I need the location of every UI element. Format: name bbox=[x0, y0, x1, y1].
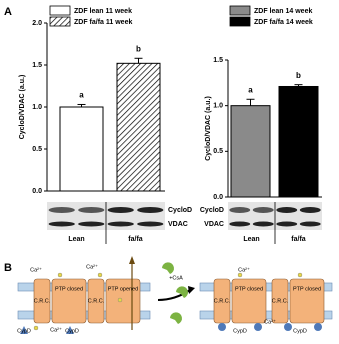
bar bbox=[59, 106, 104, 192]
bar bbox=[116, 62, 161, 192]
legend-label: ZDF fa/fa 11 week bbox=[74, 19, 132, 26]
diagram-label: Ca²⁺ bbox=[238, 266, 250, 273]
y-tick-label: 0.5 bbox=[32, 146, 42, 153]
blot-band bbox=[107, 207, 134, 213]
diagram-label: CypD bbox=[17, 328, 31, 334]
diagram-label: C.R.C. bbox=[34, 298, 51, 304]
diagram-label: PTP closed bbox=[293, 286, 321, 292]
y-axis-label: CycloD/VDAC (a.u.) bbox=[19, 75, 26, 140]
blot-band bbox=[78, 221, 105, 227]
blot-band bbox=[78, 207, 105, 213]
diagram-label: CypD bbox=[293, 328, 307, 334]
legend-label: ZDF lean 11 week bbox=[74, 8, 132, 15]
blot-group-label: Lean bbox=[243, 236, 259, 243]
blot-band bbox=[252, 207, 274, 213]
blot-group-label: Lean bbox=[68, 236, 84, 243]
blot-band bbox=[48, 221, 75, 227]
y-tick-label: 1.5 bbox=[32, 62, 42, 69]
blot-row-label: CycloD bbox=[200, 207, 224, 214]
blot-band bbox=[229, 207, 251, 213]
diagram-label: C.R.C. bbox=[214, 298, 231, 304]
y-tick-label: 0.0 bbox=[213, 194, 223, 201]
legend-label: ZDF fa/fa 14 week bbox=[254, 19, 313, 26]
diagram-label: Ca²⁺ bbox=[86, 263, 98, 270]
panel-label: A bbox=[4, 6, 12, 18]
y-axis-label: CycloD/VDAC (a.u.) bbox=[205, 96, 212, 161]
blot-band bbox=[276, 207, 298, 213]
y-tick-label: 0.5 bbox=[213, 148, 223, 155]
bar bbox=[230, 105, 271, 198]
diagram-label: Ca²⁺ bbox=[50, 326, 62, 333]
legend-swatch bbox=[229, 5, 251, 16]
legend-swatch bbox=[49, 5, 71, 16]
y-tick-label: 1.0 bbox=[213, 103, 223, 110]
significance-letter: a bbox=[248, 85, 253, 94]
significance-letter: b bbox=[136, 44, 141, 53]
blot-row-label: VDAC bbox=[168, 221, 188, 228]
diagram-label: C.R.C. bbox=[272, 298, 289, 304]
diagram-label: CypD bbox=[65, 328, 79, 334]
bar bbox=[278, 85, 319, 198]
blot-row-label: CycloD bbox=[168, 207, 192, 214]
y-tick-label: 2.0 bbox=[32, 20, 42, 27]
blot-group-label: fa/fa bbox=[291, 236, 306, 243]
blot-band bbox=[137, 221, 164, 227]
legend-swatch bbox=[49, 16, 71, 27]
blot-row-label: VDAC bbox=[204, 221, 224, 228]
blot-band bbox=[299, 221, 321, 227]
panel-label: B bbox=[4, 262, 12, 274]
legend-label: ZDF lean 14 week bbox=[254, 8, 312, 15]
diagram-label: Ca²⁺ bbox=[264, 318, 276, 325]
diagram-label: PTP opened bbox=[108, 286, 138, 292]
y-tick-label: 0.0 bbox=[32, 188, 42, 195]
diagram-label: C.R.C. bbox=[88, 298, 105, 304]
legend-swatch bbox=[229, 16, 251, 27]
blot-band bbox=[48, 207, 75, 213]
diagram-label: +CsA bbox=[169, 275, 183, 281]
blot-band bbox=[107, 221, 134, 227]
diagram-label: PTP closed bbox=[235, 286, 263, 292]
y-tick-label: 1.5 bbox=[213, 57, 223, 64]
diagram-label: CypD bbox=[233, 328, 247, 334]
membrane-diagram bbox=[17, 256, 333, 334]
blot-band bbox=[137, 207, 164, 213]
blot-group-label: fa/fa bbox=[128, 236, 143, 243]
blot-band bbox=[276, 221, 298, 227]
blot-band bbox=[229, 221, 251, 227]
blot-band bbox=[299, 207, 321, 213]
significance-letter: a bbox=[79, 91, 84, 100]
diagram-label: PTP closed bbox=[55, 286, 83, 292]
diagram-label: Ca²⁺ bbox=[30, 266, 42, 273]
significance-letter: b bbox=[296, 71, 301, 80]
y-tick-label: 1.0 bbox=[32, 104, 42, 111]
blot-band bbox=[252, 221, 274, 227]
